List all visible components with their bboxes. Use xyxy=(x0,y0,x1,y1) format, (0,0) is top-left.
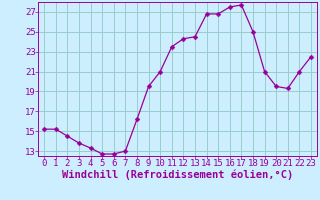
X-axis label: Windchill (Refroidissement éolien,°C): Windchill (Refroidissement éolien,°C) xyxy=(62,169,293,180)
